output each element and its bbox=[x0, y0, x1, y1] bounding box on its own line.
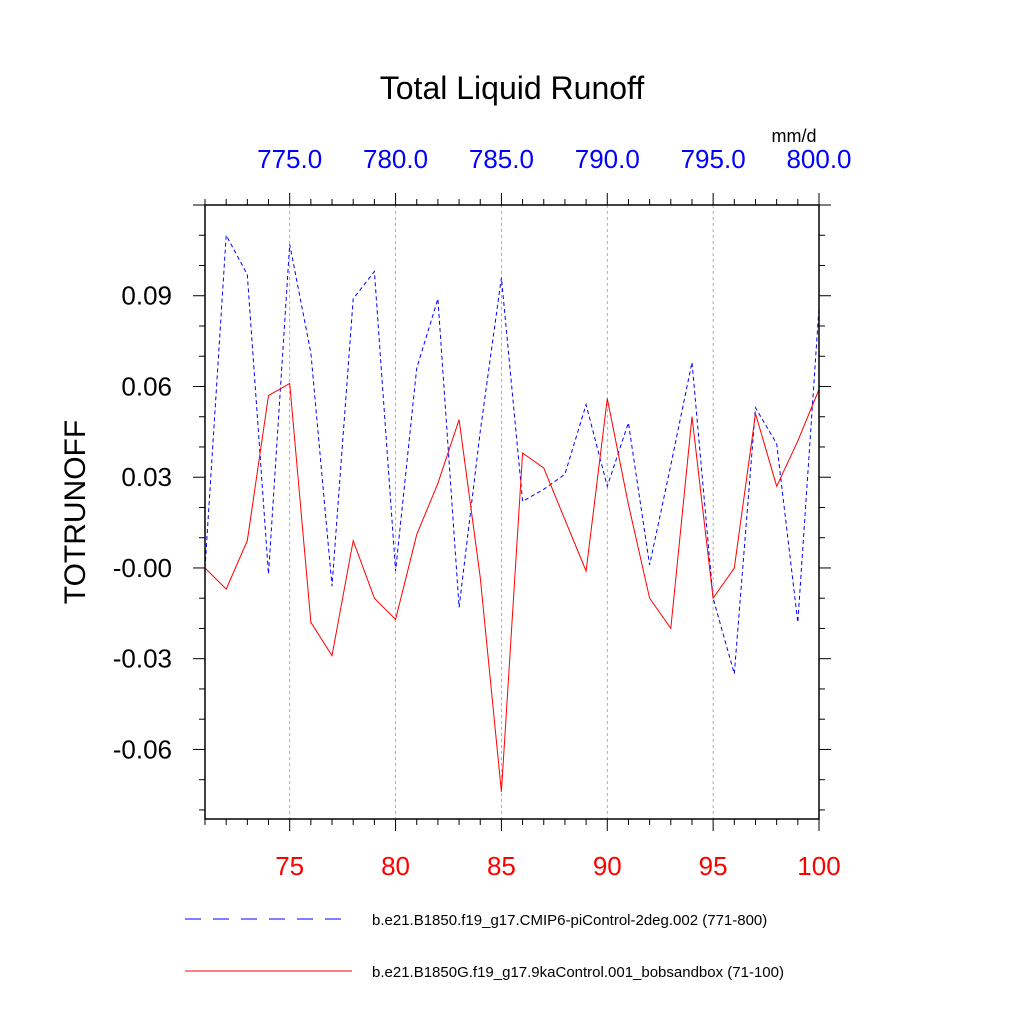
chart-title: Total Liquid Runoff bbox=[380, 70, 645, 106]
series-line-red-solid bbox=[204, 382, 820, 792]
series-layer bbox=[204, 233, 820, 792]
legend: b.e21.B1850.f19_g17.CMIP6-piControl-2deg… bbox=[185, 912, 784, 981]
y-axis-tick-label: -0.03 bbox=[113, 644, 172, 674]
axis-ticks: 75 80 85 90 95 100 775.0 780.0 785.0 790.0 795.0 80… bbox=[113, 144, 852, 881]
bottom-axis-tick-label: 100 bbox=[797, 851, 840, 881]
bottom-axis-tick-label: 85 bbox=[487, 851, 516, 881]
bottom-axis-tick-label: 95 bbox=[699, 851, 728, 881]
plot-frame bbox=[204, 204, 820, 820]
bottom-axis-tick-label: 90 bbox=[593, 851, 622, 881]
y-axis-tick-label: 0.03 bbox=[121, 462, 172, 492]
top-axis-tick-label: 775.0 bbox=[257, 144, 322, 174]
top-axis-tick-label: 785.0 bbox=[469, 144, 534, 174]
y-axis-label: TOTRUNOFF bbox=[59, 420, 92, 604]
top-axis-tick-label: 780.0 bbox=[363, 144, 428, 174]
legend-label-red-series: b.e21.B1850G.f19_g17.9kaControl.001_bobs… bbox=[372, 964, 784, 981]
series-line-blue-dashed bbox=[204, 233, 820, 674]
top-axis-tick-label: 790.0 bbox=[575, 144, 640, 174]
gridlines bbox=[289, 205, 820, 819]
bottom-axis-tick-label: 75 bbox=[275, 851, 304, 881]
top-axis-tick-label: 795.0 bbox=[681, 144, 746, 174]
y-axis-tick-label: -0.00 bbox=[113, 553, 172, 583]
y-axis-tick-label: 0.06 bbox=[121, 371, 172, 401]
y-axis-tick-label: -0.06 bbox=[113, 734, 172, 764]
bottom-axis-tick-label: 80 bbox=[381, 851, 410, 881]
top-axis-tick-label: 800.0 bbox=[786, 144, 851, 174]
units-label: mm/d bbox=[772, 126, 817, 146]
legend-label-blue-series: b.e21.B1850.f19_g17.CMIP6-piControl-2deg… bbox=[372, 912, 767, 929]
y-axis-tick-label: 0.09 bbox=[121, 281, 172, 311]
